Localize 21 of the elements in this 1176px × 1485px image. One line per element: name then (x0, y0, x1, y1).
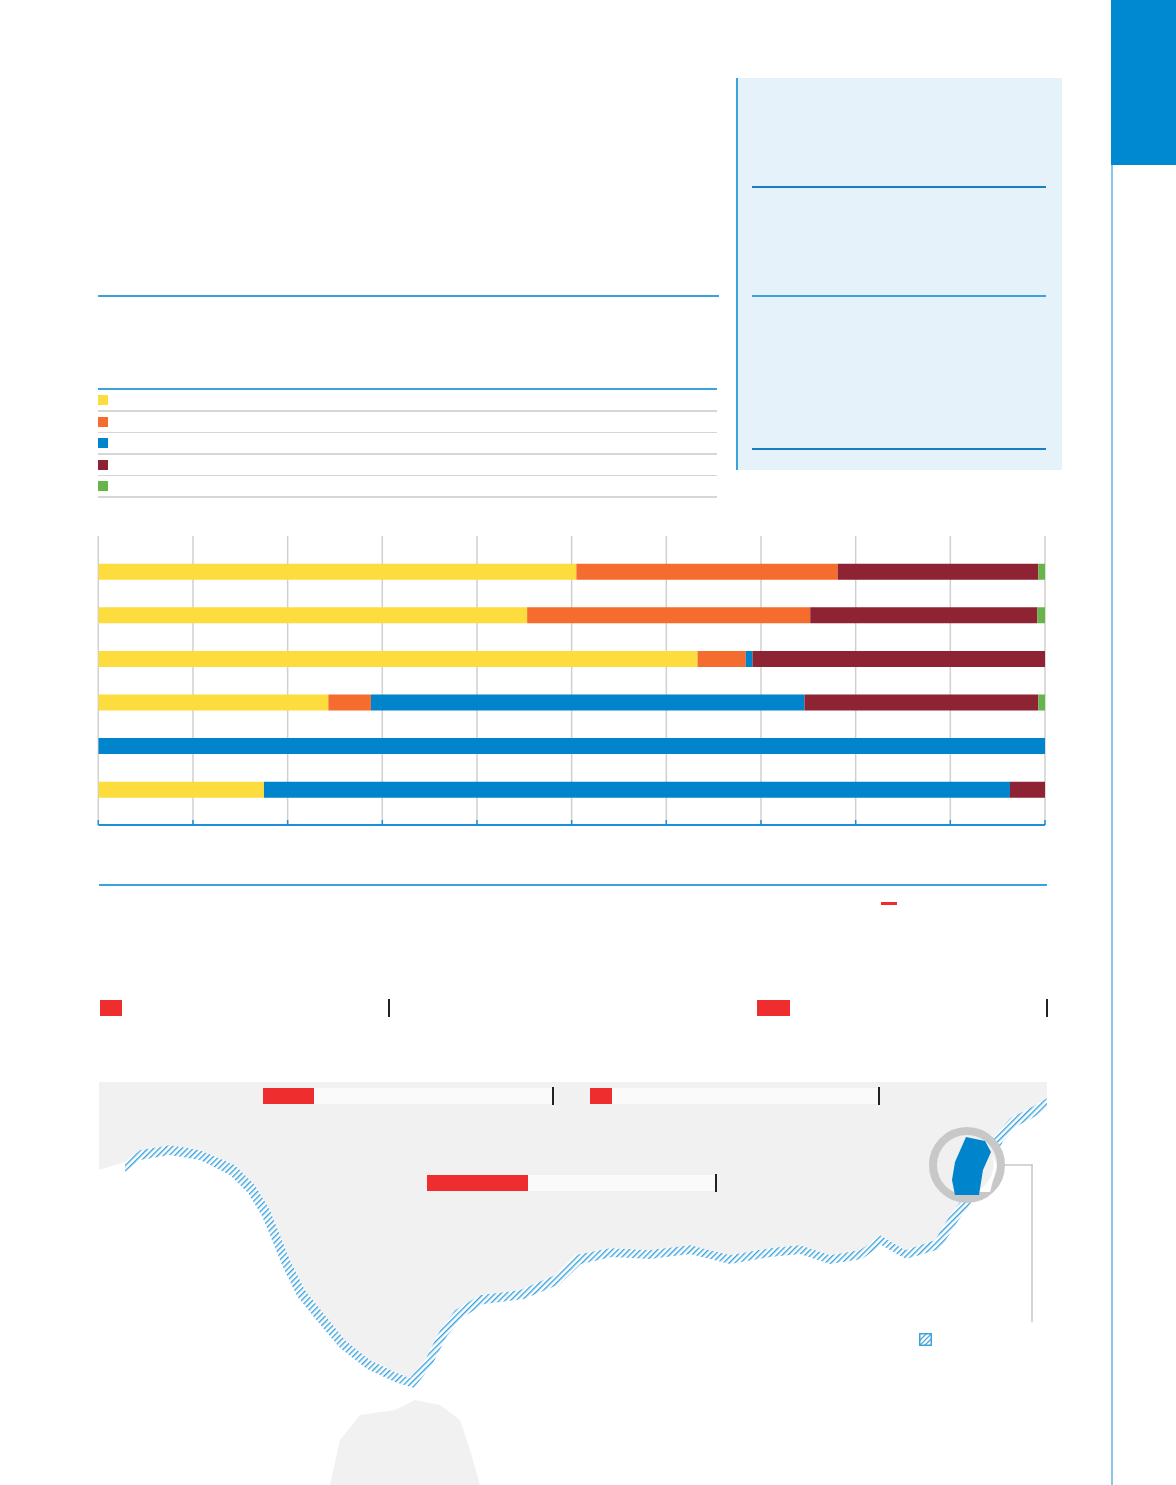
bar (837, 563, 1039, 580)
bar (752, 650, 1045, 667)
bar (98, 650, 698, 667)
bar (1038, 694, 1045, 711)
bar (697, 650, 746, 667)
bar (370, 694, 805, 711)
bar (810, 607, 1038, 624)
bar (804, 694, 1039, 711)
bar (328, 694, 371, 711)
bar (98, 607, 528, 624)
bar (1009, 781, 1045, 798)
bar (1037, 607, 1045, 624)
bar (98, 694, 329, 711)
bar (1038, 563, 1045, 580)
bar (98, 781, 264, 798)
bar (98, 738, 1045, 755)
bar (98, 563, 577, 580)
bar (263, 781, 1010, 798)
bar (576, 563, 838, 580)
bar (527, 607, 811, 624)
bar (745, 650, 753, 667)
